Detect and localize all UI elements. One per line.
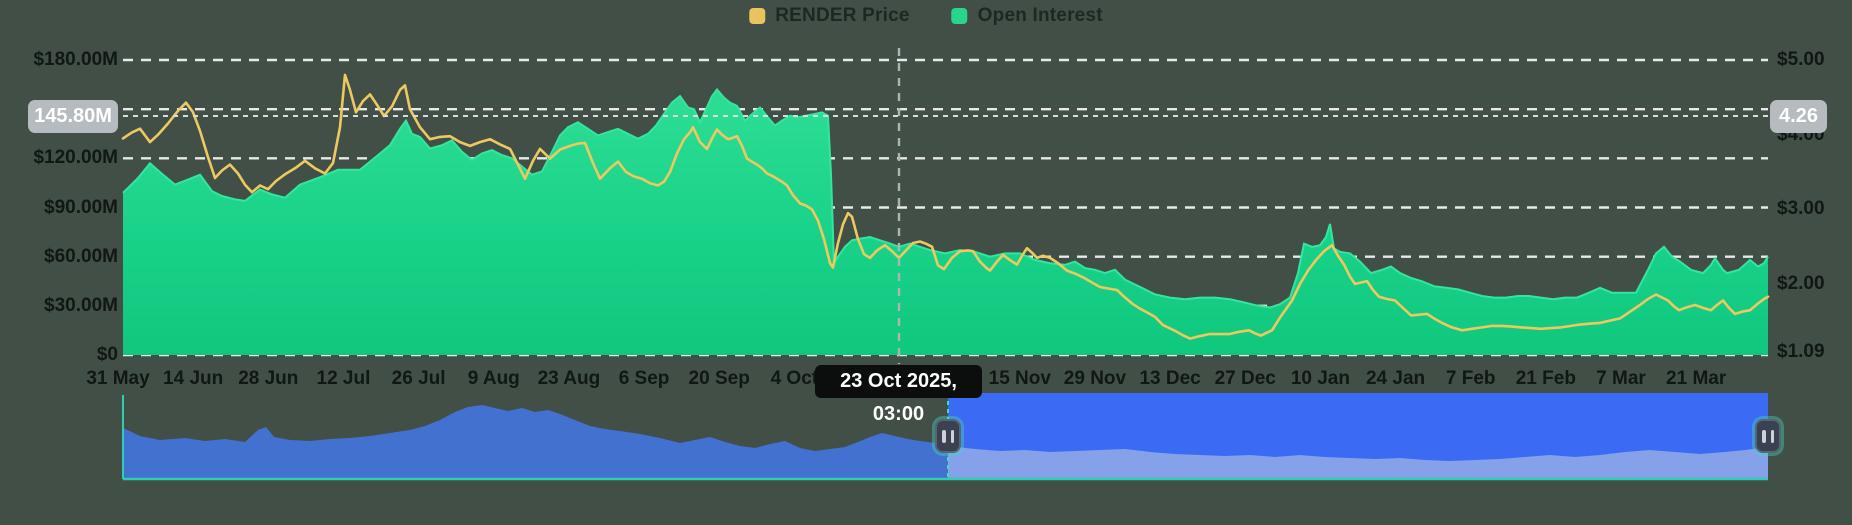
x-axis-tick-label: 29 Nov	[1063, 368, 1127, 389]
left-axis-tick-label: $180.00M	[33, 49, 118, 70]
handle-grip-icon	[1770, 429, 1774, 443]
x-axis-tick-label: 14 Jun	[163, 368, 224, 389]
legend-item-render-price[interactable]: RENDER Price	[749, 5, 909, 27]
x-axis-tick-label: 6 Sep	[618, 368, 670, 389]
legend: RENDER Price Open Interest	[749, 5, 1103, 27]
left-axis-tick-label: $60.00M	[44, 245, 118, 267]
x-axis-tick-label: 20 Sep	[688, 368, 750, 389]
render-price-swatch-icon	[749, 8, 766, 24]
x-axis-tick-label: 10 Jan	[1290, 368, 1350, 389]
x-axis-tick-label: 7 Feb	[1445, 368, 1496, 389]
legend-label-open-interest: Open Interest	[977, 5, 1103, 26]
x-axis-tick-label: 12 Jul	[316, 368, 371, 389]
open-interest-fill	[123, 89, 1768, 355]
left-axis-tick-label: $120.00M	[33, 147, 118, 169]
x-axis-tick-label: 13 Dec	[1139, 368, 1201, 389]
navigator-unselected-area[interactable]	[123, 405, 948, 479]
x-axis-tick-label: 26 Jul	[391, 368, 446, 389]
left-axis-tick-label: $90.00M	[44, 196, 118, 218]
open-interest-area	[122, 87, 1769, 355]
x-axis-tick-label: 31 May	[86, 368, 150, 389]
handle-grip-icon	[942, 429, 946, 443]
left-axis-tick-label: $30.00M	[44, 294, 118, 316]
right-axis-tick-label: $5.00	[1777, 49, 1825, 70]
x-axis-tick-label: 27 Dec	[1214, 368, 1276, 389]
handle-grip-icon	[950, 429, 954, 443]
handle-grip-icon	[1762, 429, 1766, 443]
x-axis-tick-label: 9 Aug	[467, 368, 520, 389]
range-navigator[interactable]	[122, 393, 1768, 481]
right-axis-tick-label: $3.00	[1777, 198, 1825, 220]
left-axis-crosshair-badge: 145.80M	[28, 99, 118, 133]
render-price-path	[121, 73, 1770, 340]
x-axis-tick-label: 21 Feb	[1515, 368, 1576, 389]
navigator-selected-silhouette	[948, 446, 1768, 479]
x-axis-tick-label: 24 Jan	[1365, 368, 1426, 389]
render-price-line	[121, 73, 1770, 340]
right-axis-crosshair-badge: 4.26	[1770, 99, 1827, 133]
crosshair-date-tooltip: 23 Oct 2025, 03:00	[815, 365, 982, 425]
crosshair	[123, 48, 1768, 364]
navigator-right-handle[interactable]	[1755, 419, 1781, 453]
legend-label-render-price: RENDER Price	[775, 5, 910, 26]
legend-item-open-interest[interactable]: Open Interest	[951, 5, 1103, 27]
right-axis-tick-label: $1.09	[1777, 341, 1825, 362]
x-axis-tick-label: 21 Mar	[1666, 368, 1727, 389]
x-axis-tick-label: 7 Mar	[1596, 368, 1646, 389]
x-axis-tick-label: 28 Jun	[238, 368, 299, 389]
x-axis-tick-label: 4 Oct	[770, 368, 819, 389]
left-axis-tick-label: $0	[96, 344, 118, 365]
right-axis-tick-label: $2.00	[1777, 273, 1825, 295]
open-interest-swatch-icon	[951, 8, 968, 24]
x-axis-tick-label: 15 Nov	[988, 368, 1051, 389]
navigator-left-handle[interactable]	[935, 419, 961, 453]
x-axis-tick-label: 23 Aug	[537, 368, 601, 389]
